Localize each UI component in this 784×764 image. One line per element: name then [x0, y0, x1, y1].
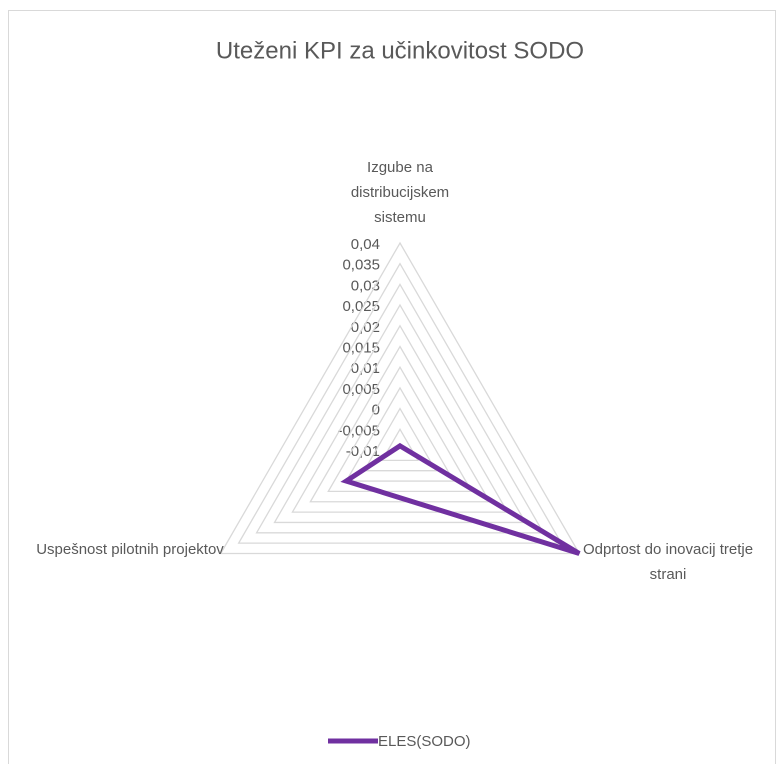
grid-line — [219, 241, 581, 555]
grid-line — [273, 303, 527, 524]
y-tick-label: 0,025 — [342, 298, 380, 315]
chart-border — [8, 10, 776, 764]
series-line — [340, 442, 581, 556]
grid-line — [363, 407, 437, 472]
axis-label: Izgube na distribucijskem sistemu — [350, 159, 450, 226]
grid-line — [291, 324, 509, 513]
chart-title: Uteženi KPI za učinkovitost SODO — [216, 37, 584, 64]
legend-label: ELES(SODO) — [378, 733, 471, 750]
grid-line — [237, 262, 563, 544]
axis-label: Odprtost do inovacij tretje strani — [582, 541, 754, 583]
y-tick-label: -0,005 — [337, 422, 380, 439]
axis-label: Uspešnost pilotnih projektov — [36, 541, 224, 558]
y-tick-label: 0,015 — [342, 339, 380, 356]
grid-line — [309, 345, 491, 503]
y-tick-label: 0,035 — [342, 257, 380, 274]
grid-line — [345, 386, 455, 482]
grid-line — [327, 365, 473, 493]
grid-line — [380, 427, 420, 462]
y-tick-label: 0,04 — [351, 236, 380, 253]
grid-line — [255, 283, 545, 534]
y-tick-label: 0,005 — [342, 381, 380, 398]
